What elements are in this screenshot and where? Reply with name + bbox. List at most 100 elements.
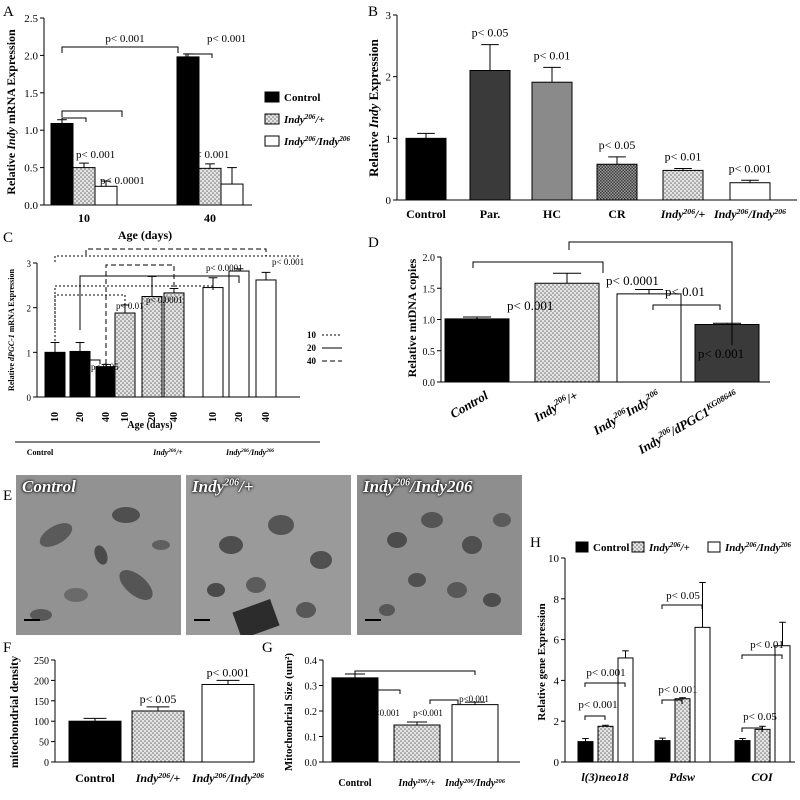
legend-label: Indy206/Indy206 <box>724 541 791 554</box>
y-axis-label: Relative gene Expression <box>536 603 548 720</box>
bar <box>577 741 594 763</box>
y-axis-label-part: dPGC-1 <box>7 334 16 361</box>
panel-letter-g: G <box>262 640 273 656</box>
x-tick-label-part: Indy <box>397 778 417 789</box>
y-tick-label: 0.4 <box>305 656 318 667</box>
x-tick-label: HC <box>543 207 561 221</box>
y-axis-label: Mitochondrial Size (um²) <box>283 653 295 772</box>
x-tick-label: Indy206/+ <box>660 207 706 222</box>
x-tick-label-part: /Indy <box>225 771 253 785</box>
x-tick-label: 40 <box>169 412 180 422</box>
x-tick-label-part: /+ <box>175 448 183 457</box>
x-tick-label-part: 206 <box>265 448 274 454</box>
y-tick-label: 1.0 <box>423 316 436 327</box>
comparison-line-20 <box>79 275 240 330</box>
x-tick-label: Control <box>406 207 446 221</box>
micrograph-control-texture <box>16 475 181 635</box>
bar <box>734 740 751 763</box>
x-tick-label: Control <box>27 448 54 457</box>
p-value-annotation: p< 0.0001 <box>100 175 145 187</box>
p-value-annotation: p< 0.001 <box>76 149 115 161</box>
x-tick-label: Indy206Indy206 <box>589 386 663 438</box>
bar <box>616 293 682 383</box>
legend-label: 40 <box>307 356 317 366</box>
x-tick-label: Indy206/Indy206 <box>444 778 506 790</box>
y-tick-label: 0.1 <box>305 733 318 744</box>
x-tick-label: 20 <box>75 412 86 422</box>
significance-bracket <box>741 727 763 732</box>
p-value-annotation: p< 0.01 <box>665 150 702 164</box>
y-tick-label: 10 <box>548 553 560 565</box>
x-tick-label: Indy206/+ <box>397 778 435 790</box>
x-tick-label: 40 <box>261 412 272 422</box>
p-value-annotation: p< 0.001 <box>207 665 250 679</box>
y-tick-label: 2 <box>386 72 392 84</box>
x-tick-label-part: Indy <box>713 207 737 221</box>
y-tick-label: 1.0 <box>24 125 38 137</box>
p-value-annotation: p< 0.001 <box>658 684 697 696</box>
x-tick-label-part: 206 <box>463 778 475 785</box>
x-tick-label: Indy206/Indy206 <box>713 207 786 222</box>
panel-letter-b: B <box>368 4 378 20</box>
p-value-annotation: p< 0.001 <box>105 33 144 45</box>
micrograph-indy-hom-texture <box>357 475 522 635</box>
legend-label: Control <box>593 542 629 554</box>
y-axis-label-part: Indy <box>4 126 18 150</box>
x-tick-label: Control <box>338 778 371 789</box>
bar <box>163 292 185 398</box>
x-tick-label-part: Indy <box>191 771 215 785</box>
y-axis-label-part: Relative <box>7 361 16 391</box>
legend-label: 20 <box>307 343 317 353</box>
x-tick-label: Pdsw <box>669 770 696 784</box>
x-tick-label-part: Indy <box>660 207 684 221</box>
p-value-annotation: p<0.001 <box>413 708 443 718</box>
y-tick-label: 2.0 <box>24 50 38 62</box>
y-axis-label: Relative dPGC-1 mRNA Expression <box>7 269 16 391</box>
legend-label-part: Control <box>593 542 629 554</box>
significance-bracket <box>584 682 626 687</box>
legend-swatch <box>264 91 280 103</box>
panel-letter-a: A <box>3 4 14 20</box>
bar <box>729 182 771 201</box>
legend-label: Control <box>284 92 320 104</box>
y-tick-label: 2 <box>27 304 32 314</box>
legend-label-part: 206 <box>779 541 791 549</box>
bar <box>68 720 122 763</box>
y-tick-label: 50 <box>39 738 49 749</box>
x-tick-label-part: 206 <box>736 207 749 216</box>
y-tick-label: 0.5 <box>423 347 436 358</box>
scale-bar <box>24 619 40 621</box>
x-tick-label: CR <box>608 207 626 221</box>
legend-swatch <box>575 541 589 553</box>
bar <box>202 287 224 398</box>
p-value-annotation: p< 0.001 <box>698 346 744 361</box>
y-tick-label: 3 <box>386 10 392 22</box>
x-axis-label: Age (days) <box>118 228 172 242</box>
y-axis-label-part: mRNA Expression <box>7 269 16 335</box>
significance-bracket <box>429 699 459 704</box>
y-axis-label: Relative Indy Expression <box>366 38 381 176</box>
x-tick-label: Par. <box>480 207 501 221</box>
bar <box>531 81 573 201</box>
legend-label-part: /+ <box>680 542 690 554</box>
significance-bracket <box>85 359 101 364</box>
p-value-annotation: p< 0.001 <box>586 667 625 679</box>
y-tick-label: 100 <box>34 717 49 728</box>
p-value-annotation: p< 0.001 <box>272 257 304 267</box>
significance-bracket <box>61 110 123 117</box>
bar <box>405 137 447 201</box>
x-tick-label-part: KG08646 <box>703 386 738 412</box>
legend-swatch <box>264 113 280 125</box>
x-tick-label: Indy206/+ <box>530 387 581 425</box>
bar <box>69 350 91 398</box>
y-tick-label: 0 <box>386 195 392 207</box>
micrograph-control: Control <box>16 475 181 635</box>
p-value-annotation: p< 0.001 <box>207 33 246 45</box>
x-tick-label: Indy206/+ <box>152 448 183 457</box>
x-tick-label: 40 <box>101 412 112 422</box>
significance-bracket <box>472 261 604 273</box>
y-axis-label-part: Expression <box>366 38 381 103</box>
legend-label-part: /+ <box>315 114 325 126</box>
